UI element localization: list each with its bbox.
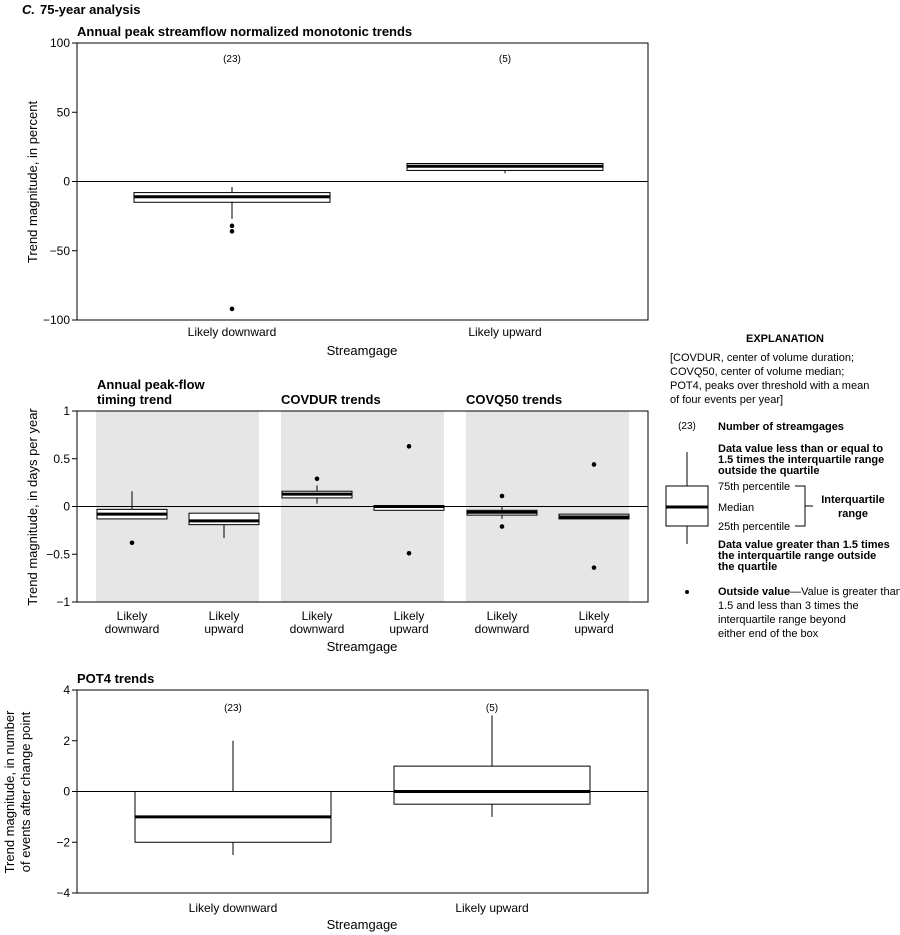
explanation-outside-text-line4: either end of the box <box>718 628 819 640</box>
panel1-ylabel: Trend magnitude, in percent <box>25 101 40 264</box>
panel1-category-label: Likely downward <box>188 325 277 339</box>
explanation-upper-line3: outside the quartile <box>718 465 819 477</box>
panel3-ytick-label: −4 <box>56 886 70 900</box>
panel2-category-label: downward <box>475 622 530 636</box>
panel2-category-label: Likely <box>579 609 610 623</box>
panel2-category-label: Likely <box>302 609 333 623</box>
panel2-group1-box2-box <box>188 512 260 526</box>
panel1-count-label: (23) <box>223 54 241 65</box>
panel2-ytick-label: −0.5 <box>46 547 70 561</box>
panel3-category-label: Likely upward <box>455 901 528 915</box>
panel3-ylabel-line1: Trend magnitude, in number <box>2 710 17 874</box>
panel2-group3-title: COVQ50 trends <box>466 392 562 407</box>
panel2-group2-box2-outlier <box>406 550 412 556</box>
panel2-ytick-label: 1 <box>63 404 70 418</box>
panel1-ytick-label: −100 <box>43 313 70 327</box>
panel3-ytick-label: 2 <box>63 734 70 748</box>
explanation-outside-rest: —Value is greater than <box>790 586 900 598</box>
panel2-group2-box1-outlier <box>314 476 320 482</box>
panel3-title: POT4 trends <box>77 671 154 686</box>
explanation-iqr-line1: Interquartile <box>821 494 885 506</box>
panel2-group1-box1-outlier <box>129 540 135 546</box>
explanation-heading: EXPLANATION <box>746 333 824 345</box>
panel1-count-label: (5) <box>499 54 511 65</box>
panel3-ytick-label: −2 <box>56 835 70 849</box>
panel3-ytick-label: 4 <box>63 683 70 697</box>
explanation-abbrev-line3: POT4, peaks over threshold with a mean <box>670 380 869 392</box>
panel2-category-label: upward <box>574 622 613 636</box>
explanation-outside-text-line2: 1.5 and less than 3 times the <box>718 600 859 612</box>
explanation-abbrev-line2: COVQ50, center of volume median; <box>670 366 844 378</box>
panel1-ytick-label: −50 <box>50 244 71 258</box>
panel1-xlabel: Streamgage <box>327 343 398 358</box>
explanation-median: Median <box>718 502 754 514</box>
explanation-count-label: Number of streamgages <box>718 421 844 433</box>
panel2-category-label: upward <box>204 622 243 636</box>
explanation-count-sample: (23) <box>678 421 696 432</box>
panel2-category-label: Likely <box>487 609 518 623</box>
explanation-iqr-bracket <box>795 485 806 527</box>
explanation-iqr-line2: range <box>838 508 868 520</box>
explanation-outside-bold: Outside value <box>718 586 790 598</box>
panel1-box1-outlier <box>229 306 235 312</box>
panel2-ytick-label: 0.5 <box>53 452 70 466</box>
explanation-outside-text-line3: interquartile range beyond <box>718 614 846 626</box>
explanation-outside-dot <box>685 590 689 594</box>
panel1-ytick-label: 0 <box>63 175 70 189</box>
explanation-p75: 75th percentile <box>718 481 790 493</box>
panel2-group1-title-line1: Annual peak-flow <box>97 377 206 392</box>
panel2-ylabel: Trend magnitude, in days per year <box>25 408 40 606</box>
explanation-lower-line3: the quartile <box>718 561 777 573</box>
panel3-count-label: (5) <box>486 703 498 714</box>
explanation: EXPLANATION [COVDUR, center of volume du… <box>665 333 900 640</box>
panel2-group2-title: COVDUR trends <box>281 392 381 407</box>
explanation-upper-line2: 1.5 times the interquartile range <box>718 454 884 466</box>
panel2-category-label: upward <box>389 622 428 636</box>
panel2-category-label: Likely <box>117 609 148 623</box>
panel3-count-label: (23) <box>224 703 242 714</box>
panel1-ytick-label: 100 <box>50 36 70 50</box>
panel1-box1-outlier <box>229 229 235 234</box>
panel2-category-label: downward <box>105 622 160 636</box>
panel3-category-label: Likely downward <box>189 901 278 915</box>
panel2-category-label: downward <box>290 622 345 636</box>
panel2-category-label: Likely <box>209 609 240 623</box>
panel3-ylabel-line2: of events after change point <box>18 711 33 872</box>
panel2-group3-box2-outlier <box>591 565 597 570</box>
panel2-group3-box2-outlier <box>591 462 597 467</box>
panel3-ytick-label: 0 <box>63 785 70 799</box>
figure-label: C. <box>22 2 35 17</box>
panel2-ytick-label: 0 <box>63 500 70 514</box>
figure-title: 75-year analysis <box>40 2 140 17</box>
explanation-outside-text-line1: Outside value—Value is greater than <box>718 586 900 598</box>
panel1-title: Annual peak streamflow normalized monoto… <box>77 24 412 39</box>
explanation-p25: 25th percentile <box>718 521 790 533</box>
panel1-ytick-label: 50 <box>57 105 71 119</box>
explanation-abbrev-line4: of four events per year] <box>670 394 783 406</box>
panel2-xlabel: Streamgage <box>327 639 398 654</box>
panel1-box1-outlier <box>229 223 235 229</box>
explanation-lower-line2: the interquartile range outside <box>718 550 876 562</box>
panel2-group3-box1-outlier <box>499 493 505 499</box>
panel3-box2-box <box>393 765 591 805</box>
panel2-group3-box1-outlier <box>499 524 505 529</box>
explanation-upper-line1: Data value less than or equal to <box>718 443 883 455</box>
panel1-category-label: Likely upward <box>468 325 541 339</box>
panel2-ytick-label: −1 <box>56 595 70 609</box>
panel3-xlabel: Streamgage <box>327 917 398 932</box>
panel2-category-label: Likely <box>394 609 425 623</box>
panel2-group1-title-line2: timing trend <box>97 392 172 407</box>
explanation-lower-line1: Data value greater than 1.5 times <box>718 539 890 551</box>
panel2-group2-box2-outlier <box>406 444 412 449</box>
explanation-abbrev-line1: [COVDUR, center of volume duration; <box>670 352 854 364</box>
